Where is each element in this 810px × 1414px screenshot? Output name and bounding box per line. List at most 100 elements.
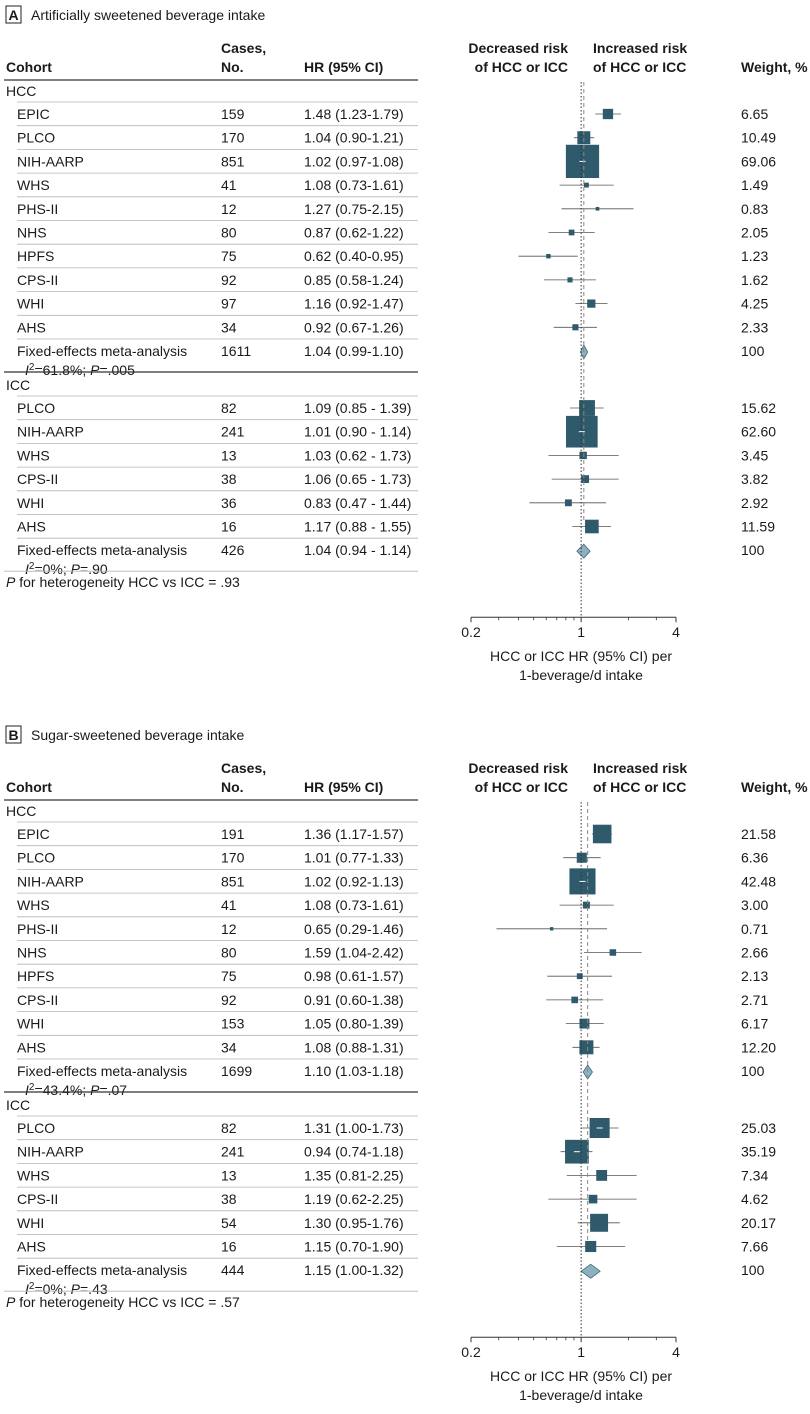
hr-marker bbox=[567, 277, 573, 283]
cases-value: 16 bbox=[221, 519, 237, 535]
meta-heterogeneity-stat: I2=43.4%; P=.07 bbox=[25, 1082, 127, 1099]
weight-value: 2.71 bbox=[741, 992, 768, 1008]
panel-letter-box bbox=[5, 5, 22, 24]
header-decreased-risk: Decreased risk bbox=[468, 760, 568, 776]
weight-value: 2.33 bbox=[741, 319, 768, 335]
hr-ci-value: 1.30 (0.95-1.76) bbox=[304, 1215, 404, 1231]
meta-hr-ci-value: 1.15 (1.00-1.32) bbox=[304, 1262, 404, 1278]
cases-value: 38 bbox=[221, 471, 237, 487]
hr-marker bbox=[592, 824, 612, 844]
hr-marker bbox=[585, 1240, 597, 1253]
hr-marker bbox=[579, 1040, 594, 1055]
x-axis-label: HCC or ICC HR (95% CI) per bbox=[490, 1368, 672, 1384]
panel-b: B Sugar-sweetened beverage intake Cohort Ca… bbox=[4, 725, 808, 1403]
hr-marker bbox=[546, 253, 551, 259]
meta-weight-value: 100 bbox=[741, 1063, 765, 1079]
cohort-label: NHS bbox=[17, 945, 47, 961]
weight-value: 1.49 bbox=[741, 177, 768, 193]
cohort-label: NHS bbox=[17, 225, 47, 241]
cohort-label: WHI bbox=[17, 1016, 44, 1032]
cohort-label: PLCO bbox=[17, 850, 55, 866]
meta-diamond bbox=[576, 543, 591, 559]
cohort-label: HPFS bbox=[17, 968, 54, 984]
col-header-cases: No. bbox=[221, 59, 244, 75]
heterogeneity-note: P for heterogeneity HCC vs ICC = .57 bbox=[6, 1294, 240, 1310]
cases-value: 851 bbox=[221, 153, 245, 169]
cohort-label: AHS bbox=[17, 1239, 46, 1255]
cohort-label: AHS bbox=[17, 1039, 46, 1055]
hr-marker bbox=[581, 475, 590, 484]
weight-value: 25.03 bbox=[741, 1120, 776, 1136]
cases-value: 92 bbox=[221, 272, 237, 288]
hr-ci-value: 1.08 (0.73-1.61) bbox=[304, 897, 404, 913]
hr-ci-value: 0.62 (0.40-0.95) bbox=[304, 248, 404, 264]
col-header-cases: No. bbox=[221, 779, 244, 795]
cases-value: 54 bbox=[221, 1215, 237, 1231]
meta-cases-value: 1611 bbox=[221, 343, 251, 359]
hr-ci-value: 1.02 (0.92-1.13) bbox=[304, 873, 404, 889]
cases-value: 191 bbox=[221, 826, 245, 842]
cases-value: 16 bbox=[221, 1239, 237, 1255]
hr-marker bbox=[579, 1018, 590, 1029]
cohort-label: CPS-II bbox=[17, 272, 58, 288]
col-header-cases: Cases, bbox=[221, 40, 266, 56]
weight-value: 1.23 bbox=[741, 248, 768, 264]
cases-value: 36 bbox=[221, 495, 237, 511]
cases-value: 153 bbox=[221, 1016, 245, 1032]
weight-value: 62.60 bbox=[741, 424, 776, 440]
cases-value: 41 bbox=[221, 897, 237, 913]
cohort-label: WHI bbox=[17, 495, 44, 511]
header-increased-risk: of HCC or ICC bbox=[593, 59, 686, 75]
cases-value: 80 bbox=[221, 225, 237, 241]
cases-value: 851 bbox=[221, 873, 245, 889]
weight-value: 10.49 bbox=[741, 130, 776, 146]
weight-value: 0.71 bbox=[741, 921, 768, 937]
cases-value: 75 bbox=[221, 248, 237, 264]
hr-marker bbox=[596, 1169, 608, 1181]
cases-value: 82 bbox=[221, 400, 237, 416]
cases-value: 82 bbox=[221, 1120, 237, 1136]
cohort-label: NIH-AARP bbox=[17, 424, 84, 440]
meta-heterogeneity-stat: I2=61.8%; P=.005 bbox=[25, 362, 135, 379]
cohort-label: EPIC bbox=[17, 106, 50, 122]
meta-heterogeneity-stat: I2=0%; P=.43 bbox=[25, 1281, 108, 1298]
cases-value: 13 bbox=[221, 447, 237, 463]
col-header-cohort: Cohort bbox=[6, 779, 52, 795]
hr-marker bbox=[609, 949, 617, 956]
header-increased-risk: of HCC or ICC bbox=[593, 779, 686, 795]
hr-ci-value: 1.15 (0.70-1.90) bbox=[304, 1239, 404, 1255]
weight-value: 7.34 bbox=[741, 1167, 768, 1183]
cases-value: 170 bbox=[221, 130, 245, 146]
cohort-label: AHS bbox=[17, 319, 46, 335]
cases-value: 38 bbox=[221, 1191, 237, 1207]
cohort-label: WHS bbox=[17, 1167, 50, 1183]
hr-ci-value: 0.92 (0.67-1.26) bbox=[304, 319, 404, 335]
group-label: HCC bbox=[6, 803, 36, 819]
hr-ci-value: 1.02 (0.97-1.08) bbox=[304, 153, 404, 169]
hr-marker bbox=[585, 519, 599, 534]
cases-value: 80 bbox=[221, 945, 237, 961]
hr-marker bbox=[587, 299, 596, 308]
cases-value: 41 bbox=[221, 177, 237, 193]
hr-marker bbox=[588, 1194, 598, 1204]
meta-hr-ci-value: 1.04 (0.99-1.10) bbox=[304, 343, 404, 359]
col-header-weight: Weight, % bbox=[741, 59, 808, 75]
weight-value: 6.65 bbox=[741, 106, 768, 122]
header-decreased-risk: of HCC or ICC bbox=[475, 59, 568, 75]
col-header-hr: HR (95% CI) bbox=[304, 779, 383, 795]
x-tick-label: 4 bbox=[672, 1344, 680, 1360]
hr-marker bbox=[549, 927, 554, 931]
hr-marker bbox=[595, 206, 600, 211]
hr-ci-value: 1.05 (0.80-1.39) bbox=[304, 1016, 404, 1032]
x-tick-label: 1 bbox=[577, 624, 585, 640]
header-decreased-risk: of HCC or ICC bbox=[475, 779, 568, 795]
panel-title: Artificially sweetened beverage intake bbox=[31, 7, 265, 23]
hr-ci-value: 1.09 (0.85 - 1.39) bbox=[304, 400, 411, 416]
cohort-label: WHS bbox=[17, 177, 50, 193]
hr-ci-value: 1.04 (0.90-1.21) bbox=[304, 130, 404, 146]
x-tick-label: 0.2 bbox=[461, 624, 481, 640]
weight-value: 0.83 bbox=[741, 201, 768, 217]
header-increased-risk: Increased risk bbox=[593, 760, 687, 776]
hr-ci-value: 1.01 (0.77-1.33) bbox=[304, 850, 404, 866]
cohort-label: PLCO bbox=[17, 400, 55, 416]
